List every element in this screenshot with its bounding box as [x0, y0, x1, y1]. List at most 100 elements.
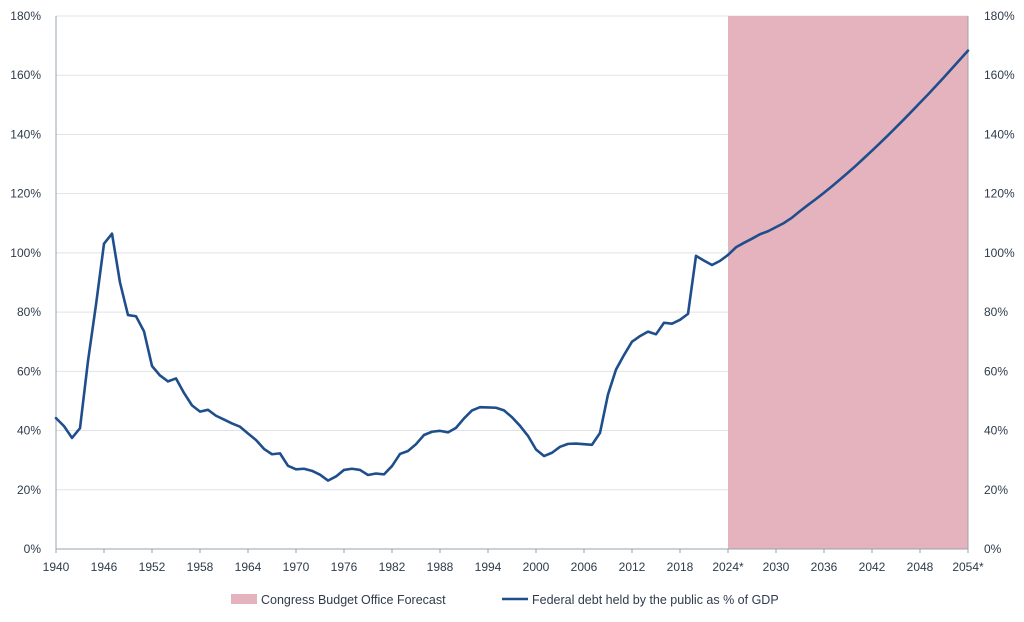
- data-point-1960: [215, 414, 218, 417]
- data-point-1966: [263, 448, 266, 451]
- legend-label-debt-line: Federal debt held by the public as % of …: [532, 593, 779, 607]
- data-point-2022: [711, 264, 714, 267]
- data-point-2049: [927, 93, 930, 96]
- data-point-2050: [935, 85, 938, 88]
- y-tick-right-4: 80%: [984, 305, 1008, 319]
- data-point-2044: [887, 134, 890, 137]
- data-point-1993: [479, 406, 482, 409]
- data-point-1979: [367, 474, 370, 477]
- x-tick-4: 1964: [235, 560, 262, 574]
- data-point-1940: [55, 417, 58, 420]
- series-line-debt-to-gdp: [54, 49, 970, 482]
- y-tick-left-8: 160%: [10, 68, 41, 82]
- data-point-1967: [271, 453, 274, 456]
- data-point-2047: [911, 110, 914, 113]
- data-point-1974: [327, 479, 330, 482]
- data-point-2042: [871, 149, 874, 152]
- x-tick-15: 2030: [763, 560, 790, 574]
- y-tick-left-4: 80%: [17, 305, 41, 319]
- y-tick-right-7: 140%: [984, 127, 1015, 141]
- y-tick-left-0: 0%: [24, 542, 42, 556]
- data-point-1953: [159, 374, 162, 377]
- data-point-2003: [559, 446, 562, 449]
- data-point-1963: [239, 425, 242, 428]
- y-tick-right-2: 40%: [984, 424, 1008, 438]
- y-tick-right-8: 160%: [984, 68, 1015, 82]
- x-tick-13: 2018: [667, 560, 694, 574]
- data-point-1992: [471, 409, 474, 412]
- data-point-2008: [599, 432, 602, 435]
- y-tick-right-9: 180%: [984, 9, 1015, 23]
- data-point-1965: [255, 439, 258, 442]
- data-point-1980: [375, 472, 378, 475]
- data-point-1996: [503, 409, 506, 412]
- data-point-1997: [511, 416, 514, 419]
- data-point-1999: [527, 435, 530, 438]
- data-point-1994: [487, 406, 490, 409]
- data-point-2031: [783, 222, 786, 225]
- x-tick-12: 2012: [619, 560, 646, 574]
- data-point-1981: [383, 473, 386, 476]
- data-point-1952: [151, 365, 154, 368]
- data-point-1995: [495, 406, 498, 409]
- data-point-2019: [687, 313, 690, 316]
- y-tick-left-7: 140%: [10, 127, 41, 141]
- data-point-2004: [567, 443, 570, 446]
- data-point-1957: [191, 404, 194, 407]
- gridlines: [56, 15, 968, 491]
- y-tick-left-5: 100%: [10, 246, 41, 260]
- data-point-2048: [919, 101, 922, 104]
- data-point-1986: [423, 434, 426, 437]
- data-point-1950: [135, 315, 138, 318]
- data-point-2033: [799, 210, 802, 213]
- data-point-1977: [351, 467, 354, 470]
- data-point-1971: [303, 467, 306, 470]
- data-point-1964: [247, 432, 250, 435]
- data-point-2029: [767, 230, 770, 233]
- x-tick-0: 1940: [43, 560, 70, 574]
- data-point-2030: [775, 226, 778, 229]
- data-point-1958: [199, 410, 202, 413]
- x-tick-18: 2048: [907, 560, 934, 574]
- data-point-2011: [623, 354, 626, 357]
- data-point-2027: [751, 237, 754, 240]
- data-point-1962: [231, 422, 234, 425]
- y-tick-right-5: 100%: [984, 246, 1015, 260]
- data-point-2016: [663, 321, 666, 324]
- data-point-1988: [439, 430, 442, 433]
- data-point-2039: [847, 171, 850, 174]
- data-point-2013: [639, 335, 642, 338]
- data-point-2032: [791, 216, 794, 219]
- legend-swatch-forecast: [231, 594, 257, 604]
- data-point-2007: [591, 443, 594, 446]
- y-axis-left-ticks: 0% 20% 40% 60% 80% 100% 120% 140% 160% 180%: [10, 9, 41, 556]
- x-tick-7: 1982: [379, 560, 406, 574]
- y-tick-left-1: 20%: [17, 483, 41, 497]
- forecast-band: [728, 16, 968, 549]
- data-point-1991: [463, 417, 466, 420]
- data-point-1943: [79, 427, 82, 430]
- data-point-2026: [743, 242, 746, 245]
- data-point-1998: [519, 425, 522, 428]
- data-point-1968: [279, 452, 282, 455]
- data-point-2018: [679, 319, 682, 322]
- y-tick-left-2: 40%: [17, 424, 41, 438]
- x-tick-9: 1994: [475, 560, 502, 574]
- data-point-1976: [343, 469, 346, 472]
- data-point-2054: [967, 49, 970, 52]
- data-point-2001: [543, 455, 546, 458]
- data-point-1978: [359, 469, 362, 472]
- data-point-2041: [863, 157, 866, 160]
- data-point-2024: [727, 254, 730, 257]
- x-tick-2: 1952: [139, 560, 166, 574]
- data-point-1975: [335, 475, 338, 478]
- data-point-2045: [895, 126, 898, 129]
- data-point-2010: [615, 368, 618, 371]
- data-point-1942: [71, 437, 74, 440]
- data-point-2006: [583, 443, 586, 446]
- data-point-1954: [167, 380, 170, 383]
- data-point-1951: [143, 330, 146, 333]
- data-point-2043: [879, 142, 882, 145]
- y-tick-left-3: 60%: [17, 364, 41, 378]
- data-point-2015: [655, 333, 658, 336]
